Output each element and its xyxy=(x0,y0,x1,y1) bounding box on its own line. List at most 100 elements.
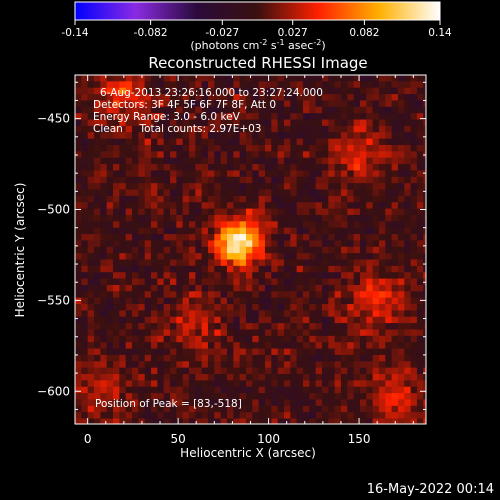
heatmap-cell xyxy=(214,214,222,222)
heatmap-cell xyxy=(258,342,266,350)
colorbar-ticks: -0.14 -0.082 -0.027 0.027 0.082 0.14 xyxy=(61,20,452,39)
heatmap-cell xyxy=(176,214,184,222)
heatmap-cell xyxy=(81,297,89,305)
heatmap-cell xyxy=(169,157,177,165)
heatmap-cell xyxy=(112,399,120,407)
heatmap-cell xyxy=(182,310,190,318)
heatmap-cell xyxy=(252,164,260,172)
heatmap-cell xyxy=(271,221,279,229)
heatmap-cell xyxy=(385,291,393,299)
heatmap-cell xyxy=(112,405,120,413)
heatmap-cell xyxy=(188,119,196,127)
heatmap-cell xyxy=(226,284,234,292)
heatmap-cell xyxy=(157,183,165,191)
heatmap-cell xyxy=(271,227,279,235)
heatmap-cell xyxy=(112,94,120,102)
heatmap-cell xyxy=(87,195,95,203)
heatmap-cell xyxy=(353,335,361,343)
heatmap-cell xyxy=(416,291,424,299)
heatmap-cell xyxy=(131,106,139,114)
heatmap-cell xyxy=(157,265,165,273)
heatmap-cell xyxy=(410,202,418,210)
heatmap-cell xyxy=(138,278,146,286)
heatmap-cell xyxy=(252,253,260,261)
heatmap-cell xyxy=(201,151,209,159)
heatmap-cell xyxy=(207,202,215,210)
heatmap-cell xyxy=(423,253,426,261)
heatmap-cell xyxy=(366,75,374,82)
heatmap-cell xyxy=(87,380,95,388)
heatmap-cell xyxy=(290,354,298,362)
heatmap-cell xyxy=(157,393,165,401)
heatmap-cell xyxy=(119,94,127,102)
heatmap-cell xyxy=(252,272,260,280)
heatmap-cell xyxy=(321,272,329,280)
heatmap-cell xyxy=(138,310,146,318)
heatmap-cell xyxy=(347,272,355,280)
heatmap-cell xyxy=(290,195,298,203)
heatmap-cell xyxy=(252,214,260,222)
heatmap-cell xyxy=(144,170,152,178)
heatmap-cell xyxy=(169,386,177,394)
heatmap-cell xyxy=(214,125,222,133)
heatmap-cell xyxy=(163,399,171,407)
heatmap-cell xyxy=(366,221,374,229)
heatmap-cell xyxy=(353,100,361,108)
heatmap-cell xyxy=(423,132,426,140)
heatmap-cell xyxy=(220,240,228,248)
x-axis-label: Heliocentric X (arcsec) xyxy=(180,446,316,460)
heatmap-cell xyxy=(416,348,424,356)
heatmap-cell xyxy=(182,132,190,140)
heatmap-cell xyxy=(328,221,336,229)
heatmap-cell xyxy=(309,380,317,388)
heatmap-cell xyxy=(410,221,418,229)
heatmap-cell xyxy=(334,335,342,343)
heatmap-cell xyxy=(131,348,139,356)
heatmap-cell xyxy=(239,354,247,362)
heatmap-cell xyxy=(87,284,95,292)
heatmap-cell xyxy=(423,164,426,172)
heatmap-cell xyxy=(131,323,139,331)
heatmap-cell xyxy=(416,284,424,292)
heatmap-cell xyxy=(264,125,272,133)
heatmap-cell xyxy=(315,100,323,108)
heatmap-cell xyxy=(391,240,399,248)
heatmap-cell xyxy=(328,348,336,356)
heatmap-cell xyxy=(239,144,247,152)
heatmap-cell xyxy=(321,100,329,108)
heatmap-cell xyxy=(157,81,165,89)
heatmap-cell xyxy=(397,214,405,222)
heatmap-cell xyxy=(201,354,209,362)
heatmap-cell xyxy=(201,253,209,261)
heatmap-cell xyxy=(87,329,95,337)
heatmap-cell xyxy=(283,195,291,203)
heatmap-cell xyxy=(220,214,228,222)
heatmap-cell xyxy=(87,151,95,159)
heatmap-cell xyxy=(397,374,405,381)
heatmap-cell xyxy=(271,342,279,350)
heatmap-cell xyxy=(100,297,108,305)
heatmap-cell xyxy=(340,253,348,261)
heatmap-cell xyxy=(131,278,139,286)
heatmap-cell xyxy=(290,361,298,369)
heatmap-cell xyxy=(252,227,260,235)
heatmap-cell xyxy=(150,176,158,184)
heatmap-cell xyxy=(81,170,89,178)
heatmap-cell xyxy=(94,386,101,394)
heatmap-cell xyxy=(182,208,190,216)
heatmap-cell xyxy=(157,113,165,121)
heatmap-cell xyxy=(416,380,424,388)
heatmap-cell xyxy=(239,418,247,424)
heatmap-cell xyxy=(378,234,386,242)
heatmap-cell xyxy=(239,214,247,222)
heatmap-cell xyxy=(359,113,367,121)
heatmap-cell xyxy=(245,125,253,133)
heatmap-cell xyxy=(150,304,158,311)
heatmap-cell xyxy=(195,94,203,102)
heatmap-cell xyxy=(106,342,114,350)
heatmap-cell xyxy=(340,176,348,184)
heatmap-cell xyxy=(169,304,177,311)
heatmap-cell xyxy=(245,87,253,95)
heatmap-cell xyxy=(125,81,133,89)
heatmap-cell xyxy=(334,170,342,178)
